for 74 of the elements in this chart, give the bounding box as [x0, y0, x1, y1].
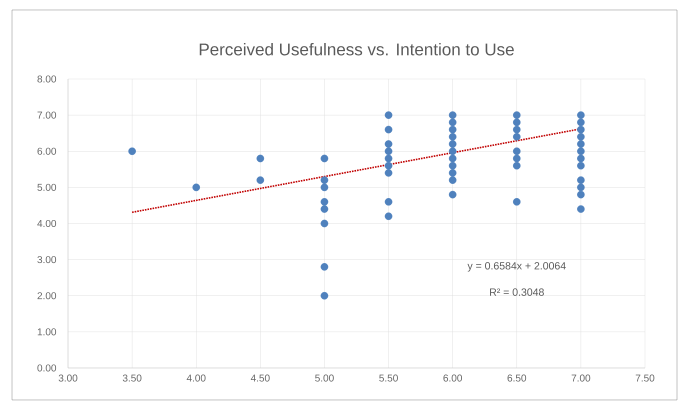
point — [448, 140, 456, 148]
point — [448, 162, 456, 170]
y-tick-label: 5.00 — [37, 184, 56, 191]
point — [384, 198, 392, 206]
x-tick-label: 7.00 — [572, 374, 590, 382]
point — [512, 198, 521, 206]
point — [384, 169, 392, 177]
annotation: y = 0.6584x + 2.0064 — [467, 262, 566, 272]
point — [320, 176, 328, 184]
point — [577, 184, 585, 192]
point — [448, 190, 456, 198]
point — [512, 132, 521, 141]
point — [512, 126, 521, 134]
point — [448, 118, 456, 126]
y-tick-label: 3.00 — [37, 256, 56, 264]
point — [577, 118, 585, 126]
annotation: R² = 0.3048 — [490, 288, 544, 296]
point — [577, 176, 585, 184]
y-tick-label: 1.00 — [38, 328, 56, 336]
chart-title: Perceived Usefulness vs. Intention to Use — [200, 42, 514, 56]
point — [448, 169, 456, 177]
x-tick-label: 5.50 — [379, 374, 398, 382]
x-tick-label: 7.50 — [636, 374, 654, 382]
point — [128, 147, 136, 156]
point — [577, 154, 585, 162]
point — [448, 132, 456, 141]
point — [577, 162, 585, 170]
x-tick-label: 3.00 — [58, 374, 78, 382]
point — [256, 154, 264, 162]
point — [577, 140, 585, 148]
point — [512, 154, 521, 162]
point — [320, 292, 328, 300]
point — [512, 111, 521, 119]
point — [320, 154, 328, 162]
point — [256, 176, 264, 184]
x-tick-label: 4.50 — [250, 374, 270, 382]
x-tick-label: 5.00 — [315, 374, 334, 382]
y-tick-label: 2.00 — [38, 292, 56, 300]
point — [320, 220, 328, 228]
point — [512, 118, 521, 126]
point — [577, 190, 585, 198]
x-tick-label: 4.00 — [186, 374, 206, 382]
point — [320, 198, 328, 206]
point — [384, 140, 392, 148]
point — [448, 154, 456, 162]
point — [320, 263, 328, 271]
point — [448, 147, 456, 156]
point — [448, 126, 456, 134]
y-tick-label: 0.00 — [37, 364, 56, 372]
point — [577, 205, 585, 213]
y-tick-label: 8.00 — [37, 75, 56, 83]
point — [320, 205, 328, 213]
point — [384, 126, 392, 134]
x-tick-label: 3.50 — [122, 374, 142, 382]
point — [577, 147, 585, 156]
point — [512, 147, 521, 156]
point — [448, 176, 456, 184]
point — [577, 132, 585, 141]
y-tick-label: 7.00 — [38, 112, 56, 119]
point — [384, 111, 392, 119]
y-tick-label: 4.00 — [37, 220, 56, 228]
point — [320, 184, 328, 192]
x-tick-label: 6.50 — [508, 374, 526, 382]
point — [384, 154, 392, 162]
point — [384, 212, 392, 220]
point — [512, 162, 521, 170]
point — [577, 126, 585, 134]
x-tick-label: 6.00 — [443, 374, 462, 382]
point — [577, 111, 585, 119]
point — [384, 147, 392, 156]
point — [192, 184, 200, 192]
point — [384, 162, 392, 170]
y-tick-label: 6.00 — [38, 148, 56, 155]
point — [448, 111, 456, 119]
